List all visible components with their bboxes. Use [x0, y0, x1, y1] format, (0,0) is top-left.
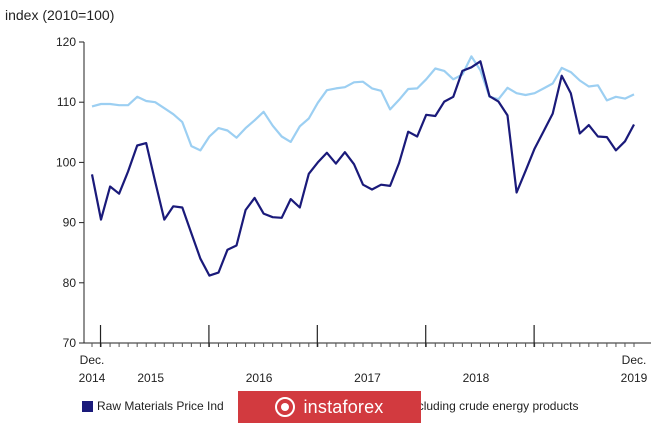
y-tick-label-3: 100	[56, 155, 76, 169]
x-label-line2-3: 2017	[354, 371, 381, 385]
instaforex-logo-icon	[275, 397, 296, 417]
series-line-1	[91, 55, 635, 152]
y-tick-label-5: 120	[56, 35, 76, 49]
legend-item-raw-materials: Raw Materials Price Ind	[82, 399, 224, 413]
watermark-text: instaforex	[303, 396, 384, 417]
y-tick-label-2: 90	[63, 216, 77, 230]
x-label-line2-5: 2019	[621, 371, 648, 385]
y-tick-label-1: 80	[63, 276, 77, 290]
y-tick-label-4: 110	[57, 95, 76, 109]
instaforex-watermark: instaforex	[238, 391, 421, 423]
series-line-0	[90, 60, 635, 277]
x-label-line2-4: 2018	[463, 371, 490, 385]
legend-swatch-raw-materials	[82, 400, 93, 412]
x-label-line2-1: 2015	[137, 371, 164, 385]
x-label-line1-0: Dec.	[80, 353, 105, 367]
x-label-line1-5: Dec.	[622, 353, 647, 367]
y-tick-label-0: 70	[63, 336, 77, 350]
legend: Raw Materials Price Ind xcluding crude e…	[82, 396, 642, 416]
legend-label-raw-materials: Raw Materials Price Ind	[97, 399, 224, 413]
legend-item-excluding-energy: xcluding crude energy products	[412, 399, 579, 413]
x-label-line2-0: 2014	[79, 371, 106, 385]
y-axis-title: index (2010=100)	[5, 7, 114, 23]
legend-label-excluding-energy: xcluding crude energy products	[411, 399, 579, 413]
x-label-line2-2: 2016	[246, 371, 273, 385]
